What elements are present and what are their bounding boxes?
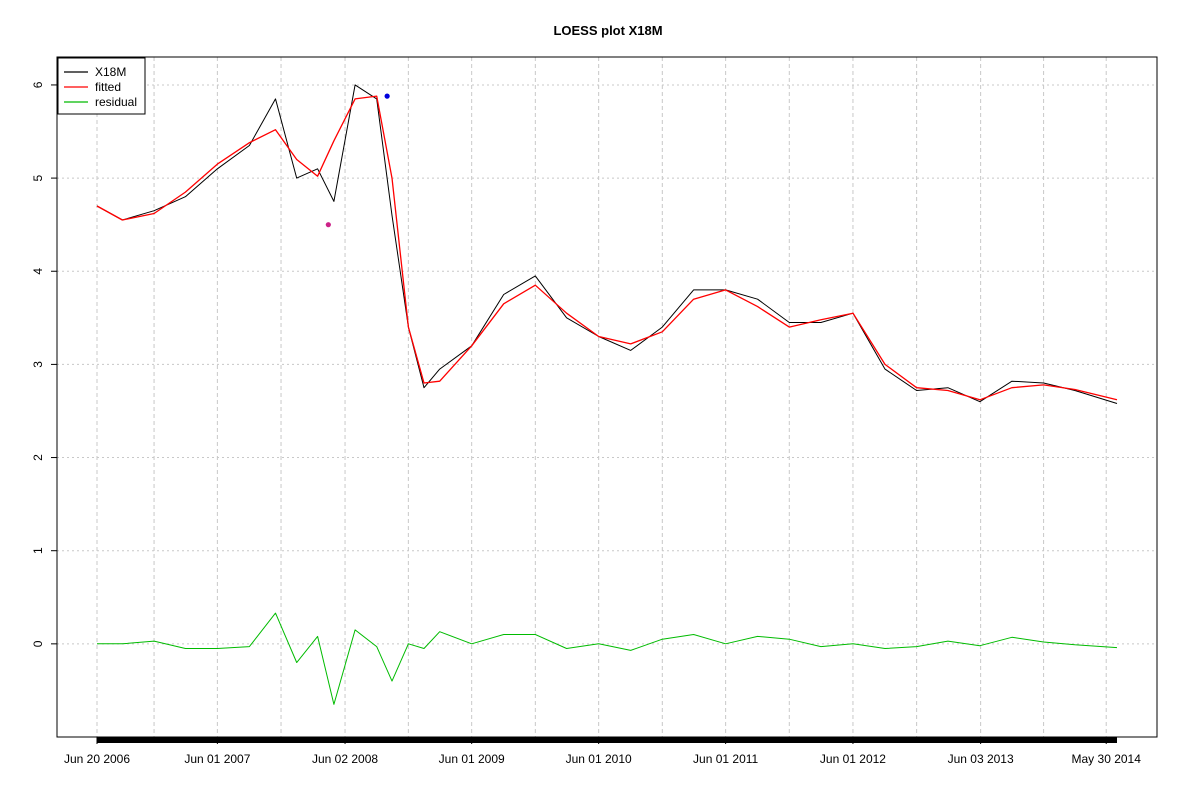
series-line-residual	[97, 612, 1118, 705]
y-tick-label: 2	[31, 454, 45, 461]
series-line-fitted	[96, 95, 1118, 401]
y-tick-label: 6	[31, 81, 45, 88]
x-tick-label: Jun 01 2007	[184, 752, 250, 766]
marker-layer	[325, 93, 390, 228]
y-tick-label: 3	[31, 361, 45, 368]
legend-label-fitted: fitted	[95, 80, 121, 94]
legend-label-residual: residual	[95, 95, 137, 109]
x-tick-label: Jun 03 2013	[948, 752, 1014, 766]
x-tick-label: Jun 01 2011	[693, 752, 758, 766]
x-tick-label: May 30 2014	[1072, 752, 1142, 766]
x-tick-label: Jun 02 2008	[312, 752, 378, 766]
y-tick-label: 1	[31, 547, 45, 554]
grid	[57, 57, 1157, 737]
x-tick-label: Jun 01 2010	[566, 752, 632, 766]
plot-frame	[56, 56, 1158, 738]
y-tick-label: 0	[31, 640, 45, 647]
series-line-x18m	[96, 84, 1118, 404]
highlight-point	[384, 93, 390, 99]
chart-title: LOESS plot X18M	[553, 23, 662, 38]
y-tick-label: 4	[31, 268, 45, 275]
x-tick-label: Jun 01 2012	[820, 752, 886, 766]
x-tick-label: Jun 01 2009	[439, 752, 505, 766]
legend-label-x18m: X18M	[95, 65, 126, 79]
x-tick-label: Jun 20 2006	[64, 752, 130, 766]
y-tick-label: 5	[31, 174, 45, 181]
legend-box	[57, 57, 146, 115]
y-axis: 0 1 2 3 4 5 6	[31, 81, 57, 647]
x-axis: Jun 20 2006 Jun 01 2007 Jun 02 2008 Jun 01 …	[64, 737, 1141, 766]
series-layer	[96, 84, 1118, 705]
x-axis-tick-band	[97, 737, 1117, 743]
highlight-point	[325, 222, 331, 228]
